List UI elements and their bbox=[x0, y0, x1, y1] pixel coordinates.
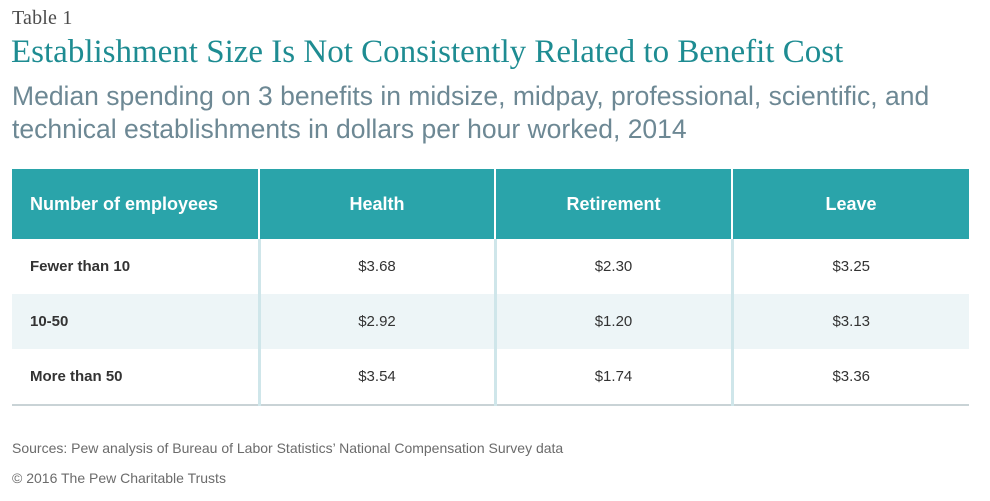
cell-retirement: $2.30 bbox=[495, 239, 734, 294]
column-header-retirement: Retirement bbox=[495, 169, 733, 239]
row-label: 10-50 bbox=[12, 294, 261, 349]
sources-note: Sources: Pew analysis of Bureau of Labor… bbox=[12, 440, 564, 456]
column-header-health: Health bbox=[259, 169, 496, 239]
cell-leave: $3.36 bbox=[732, 349, 969, 406]
cell-health: $3.68 bbox=[259, 239, 497, 294]
table-row: More than 50 $3.54 $1.74 $3.36 bbox=[12, 349, 969, 406]
column-header-leave: Leave bbox=[732, 169, 969, 239]
row-label: More than 50 bbox=[12, 349, 261, 406]
row-label: Fewer than 10 bbox=[12, 239, 261, 294]
cell-health: $3.54 bbox=[259, 349, 497, 406]
cell-leave: $3.25 bbox=[832, 258, 871, 275]
column-header-employees: Number of employees bbox=[12, 169, 260, 239]
data-table-container: Number of employees Health Retirement Le… bbox=[12, 169, 969, 406]
table-row: 10-50 $2.92 $1.20 $3.13 bbox=[12, 294, 969, 349]
table-header-row: Number of employees Health Retirement Le… bbox=[12, 169, 969, 239]
copyright-note: © 2016 The Pew Charitable Trusts bbox=[12, 470, 226, 486]
cell-health: $2.92 bbox=[259, 294, 497, 349]
data-table: Number of employees Health Retirement Le… bbox=[12, 169, 969, 406]
cell-retirement: $1.74 bbox=[495, 349, 734, 406]
cell-leave: $3.13 bbox=[732, 294, 969, 349]
chart-subtitle: Median spending on 3 benefits in midsize… bbox=[12, 81, 930, 144]
chart-title: Establishment Size Is Not Consistently R… bbox=[11, 34, 844, 70]
cell-retirement: $1.20 bbox=[495, 294, 734, 349]
table-row: Fewer than 10 $3.68 $2.30 $3.25 bbox=[12, 239, 969, 294]
table-label: Table 1 bbox=[12, 7, 73, 29]
